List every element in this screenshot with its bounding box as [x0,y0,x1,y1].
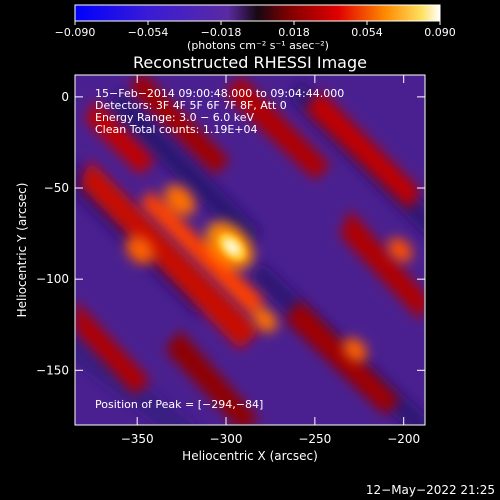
plot-frame [74,74,426,426]
annotations: 15−Feb−2014 09:00:48.000 to 09:04:44.000… [95,87,344,136]
x-axis-label: Heliocentric X (arcsec) [182,449,318,463]
annotation-line: Detectors: 3F 4F 5F 6F 7F 8F, Att 0 [95,99,287,112]
y-tick-label: −50 [44,181,69,195]
y-axis-ticks: 0 −50 −100 −150 [36,90,425,377]
x-tick-label: −350 [121,432,154,446]
colorbar-tick-label: −0.054 [128,26,169,39]
colorbar-gradient [74,4,441,22]
y-tick-label: 0 [61,90,69,104]
colorbar-tick-label: 0.018 [278,26,310,39]
peak-position-label: Position of Peak = [−294,−84] [95,398,263,411]
colorbar-tick-label: 0.054 [351,26,383,39]
y-axis-label: Heliocentric Y (arcsec) [15,183,29,318]
colorbar-tick-label: −0.090 [55,26,96,39]
heatmap-image [75,75,425,425]
peak-core [218,233,246,261]
date-stamp: 12−May−2022 21:25 [366,483,495,497]
y-tick-label: −150 [36,363,69,377]
chart-title: Reconstructed RHESSI Image [133,53,367,72]
x-tick-label: −250 [298,432,331,446]
colorbar-tick-label: −0.018 [201,26,242,39]
colorbar-ticks: −0.090 −0.054 −0.018 0.018 0.054 0.090 [55,21,456,39]
colorbar-units: (photons cm⁻² s⁻¹ asec⁻²) [187,39,329,52]
annotation-line: Clean Total counts: 1.19E+04 [95,123,258,136]
colorbar-tick-label: 0.090 [424,26,456,39]
positive-ridges [75,75,425,425]
y-tick-label: −100 [36,272,69,286]
annotation-line: 15−Feb−2014 09:00:48.000 to 09:04:44.000 [95,87,344,100]
x-axis-ticks: −350 −300 −250 −200 [121,75,420,446]
x-tick-label: −200 [387,432,420,446]
annotation-line: Energy Range: 3.0 − 6.0 keV [95,111,255,124]
colorbar: −0.090 −0.054 −0.018 0.018 0.054 0.090 (photo… [55,4,456,52]
x-tick-label: −300 [210,432,243,446]
